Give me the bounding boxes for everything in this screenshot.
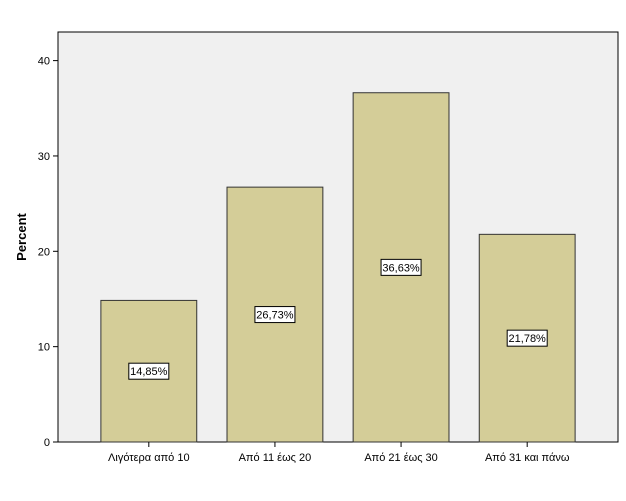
y-tick-label: 40 [38, 56, 50, 68]
y-axis: 0 10 20 30 40 [38, 56, 58, 449]
data-label: 26,73% [256, 310, 294, 322]
x-tick-label: Λιγότερα από 10 [108, 452, 190, 464]
y-tick-label: 0 [44, 437, 50, 449]
data-label-box [506, 329, 548, 347]
y-tick-label: 30 [38, 151, 50, 163]
y-tick-label: 10 [38, 342, 50, 354]
data-label-box [128, 362, 170, 380]
x-axis: Λιγότερα από 10 Από 11 έως 20 Από 21 έως 3… [108, 442, 570, 464]
y-axis-label: Percent [14, 212, 29, 260]
y-tick-label: 20 [38, 246, 50, 258]
data-label-box [380, 258, 422, 276]
data-label: 21,78% [509, 333, 547, 345]
x-tick-label: Από 21 έως 30 [364, 452, 437, 464]
x-tick-label: Από 11 έως 20 [239, 452, 312, 464]
bars: 14,85% 26,73% 36,63% 21,78% [100, 92, 576, 443]
x-tick-label: Από 31 και πάνω [485, 452, 570, 464]
data-label-box [254, 306, 296, 324]
data-label: 36,63% [382, 262, 420, 274]
data-label: 14,85% [130, 366, 168, 378]
